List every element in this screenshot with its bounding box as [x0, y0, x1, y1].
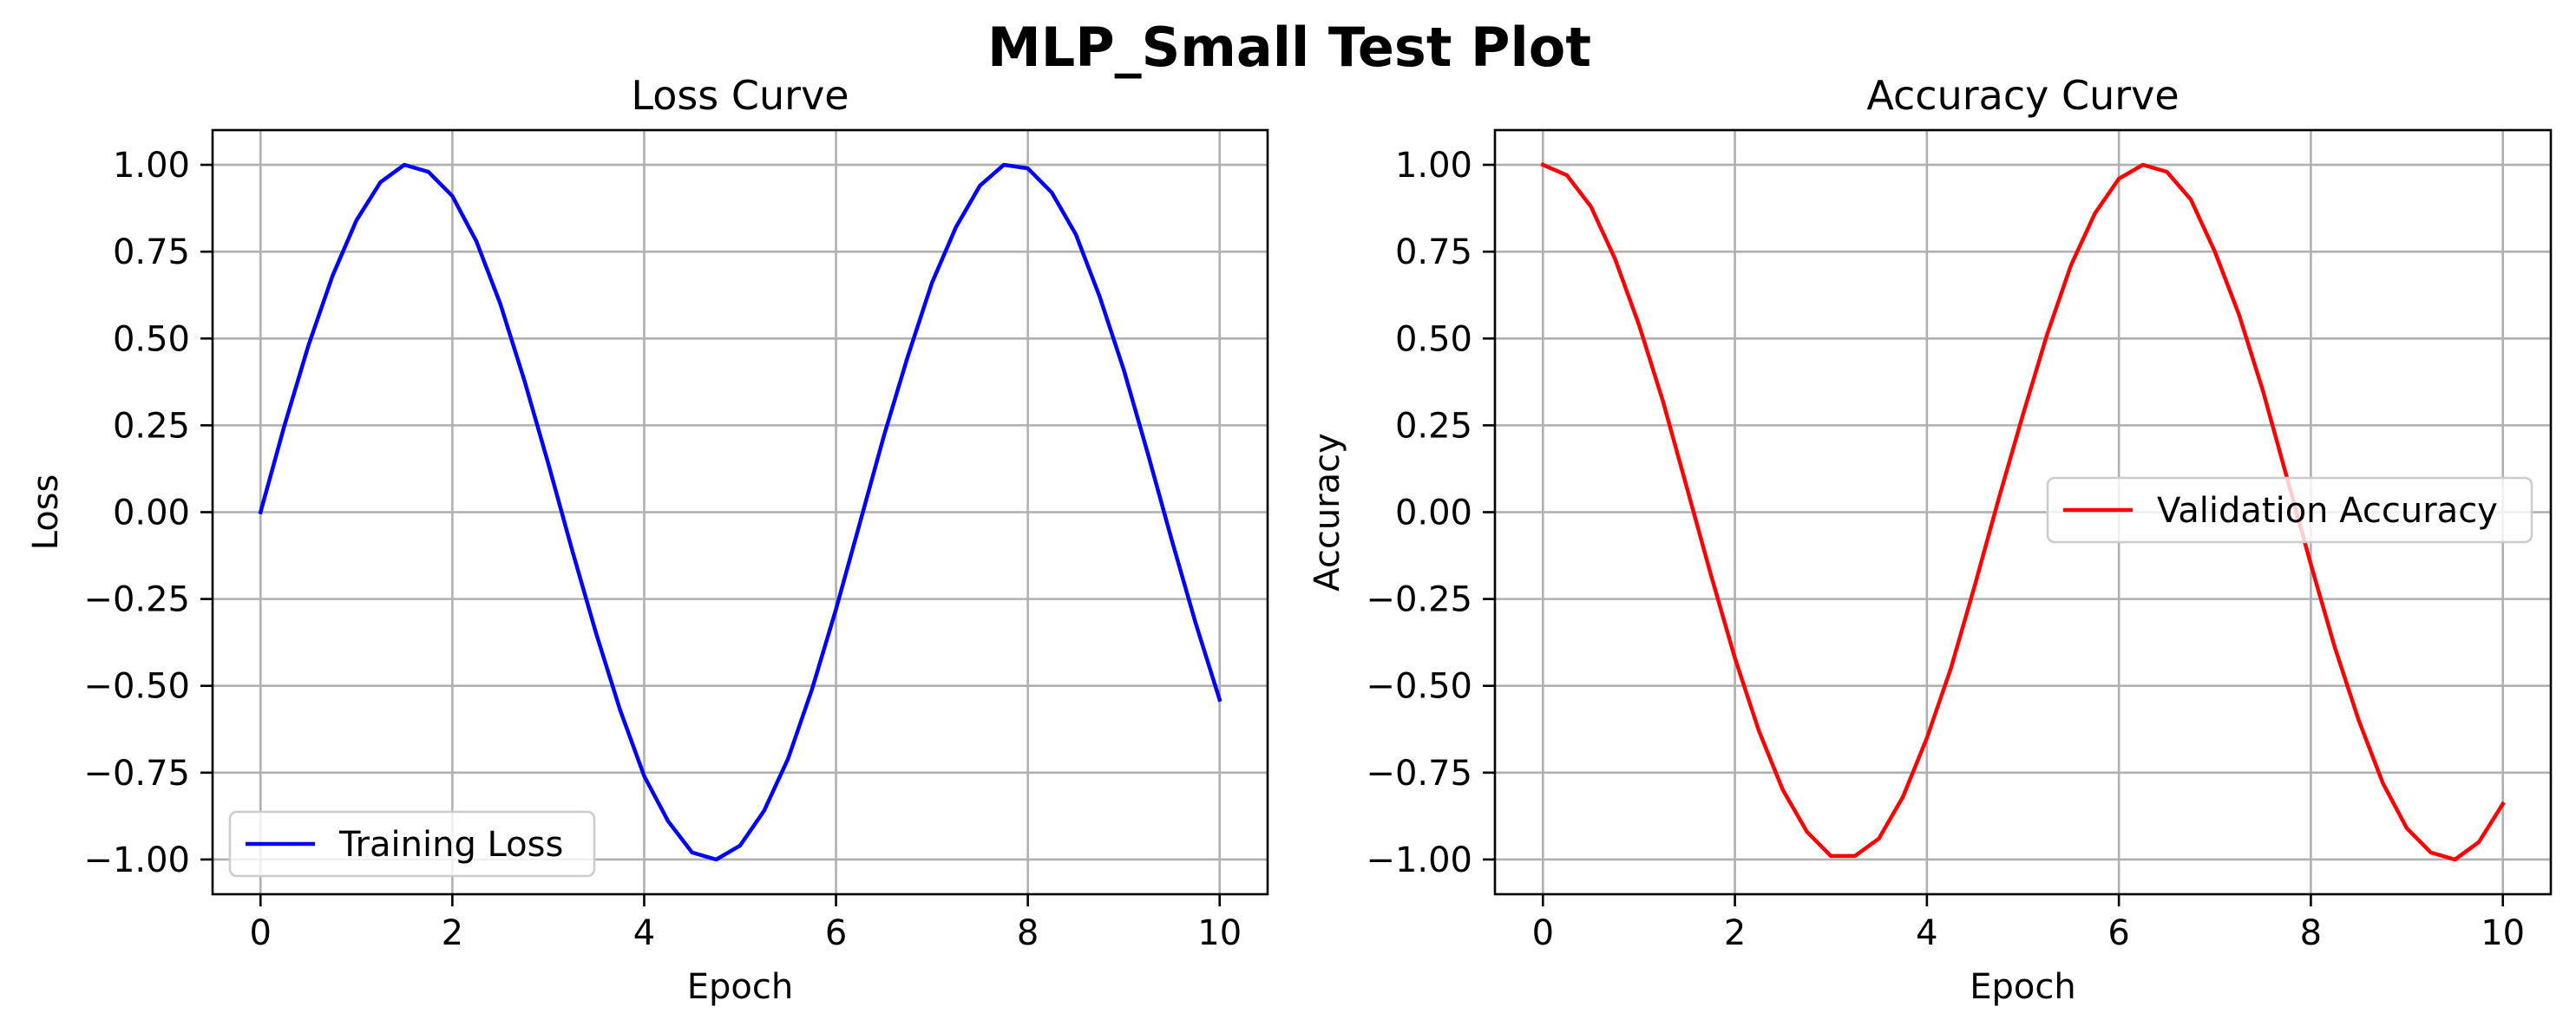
accuracy-legend-label-0: Validation Accuracy [2157, 491, 2498, 531]
accuracy-legend-box [2046, 476, 2533, 544]
loss-x-tick-label-2: 4 [633, 913, 655, 953]
loss-x-tick-label-0: 0 [250, 913, 272, 953]
loss-chart: 0 2 4 6 8 10 −1.00 −0.75 −0.50 −0.25 0.00 0.25 0.50 0… [26, 72, 1269, 1007]
accuracy-y-tick-label-5: 0.25 [1395, 406, 1472, 446]
accuracy-x-tick-label-1: 2 [1724, 913, 1746, 953]
loss-legend-label-0: Training Loss [338, 825, 563, 865]
accuracy-chart: 0 2 4 6 8 10 −1.00 −0.75 −0.50 −0.25 0.00 0.25 0.50 0… [1308, 72, 2553, 1007]
figure-title: MLP_Small Test Plot [987, 16, 1591, 79]
loss-title: Loss Curve [631, 72, 849, 119]
loss-x-tick-label-3: 6 [825, 913, 847, 953]
loss-series-line-0 [258, 162, 1222, 862]
accuracy-x-tick-label-2: 4 [1916, 913, 1937, 953]
accuracy-x-tick-label-5: 10 [2481, 913, 2525, 953]
accuracy-y-tick-label-1: −0.75 [1366, 754, 1472, 794]
loss-x-tick-label-1: 2 [442, 913, 463, 953]
loss-legend-box [228, 810, 596, 878]
loss-y-tick-label-3: −0.25 [83, 580, 190, 620]
accuracy-x-tick-label-3: 6 [2107, 913, 2129, 953]
accuracy-x-axis-label: Epoch [1970, 967, 2075, 1007]
loss-x-axis-label: Epoch [687, 967, 793, 1007]
loss-y-tick-label-8: 1.00 [113, 146, 190, 186]
loss-legend: Training Loss [228, 810, 596, 878]
accuracy-y-tick-label-6: 0.50 [1395, 319, 1472, 359]
loss-y-tick-label-2: −0.50 [83, 667, 190, 707]
loss-x-tick-label-5: 10 [1197, 913, 1242, 953]
accuracy-y-tick-label-8: 1.00 [1395, 146, 1472, 186]
accuracy-y-tick-label-7: 0.75 [1395, 232, 1472, 272]
loss-y-tick-label-6: 0.50 [113, 319, 190, 359]
loss-y-axis-label: Loss [26, 474, 66, 551]
loss-y-tick-label-7: 0.75 [113, 232, 190, 272]
accuracy-series-line-0 [1540, 162, 2506, 862]
loss-y-tick-label-1: −0.75 [83, 754, 190, 794]
loss-y-tick-label-0: −1.00 [83, 840, 190, 880]
accuracy-legend: Validation Accuracy [2046, 476, 2533, 544]
accuracy-y-tick-label-3: −0.25 [1366, 580, 1472, 620]
loss-y-tick-label-4: 0.00 [113, 494, 190, 533]
accuracy-y-tick-label-4: 0.00 [1395, 494, 1472, 533]
accuracy-x-tick-label-0: 0 [1532, 913, 1554, 953]
accuracy-x-tick-label-4: 8 [2300, 913, 2322, 953]
accuracy-y-tick-label-0: −1.00 [1366, 840, 1472, 880]
accuracy-y-axis-label: Accuracy [1308, 433, 1347, 592]
accuracy-title: Accuracy Curve [1866, 72, 2179, 119]
loss-x-tick-label-4: 8 [1017, 913, 1039, 953]
accuracy-y-tick-label-2: −0.50 [1366, 667, 1472, 707]
loss-y-tick-label-5: 0.25 [113, 406, 190, 446]
